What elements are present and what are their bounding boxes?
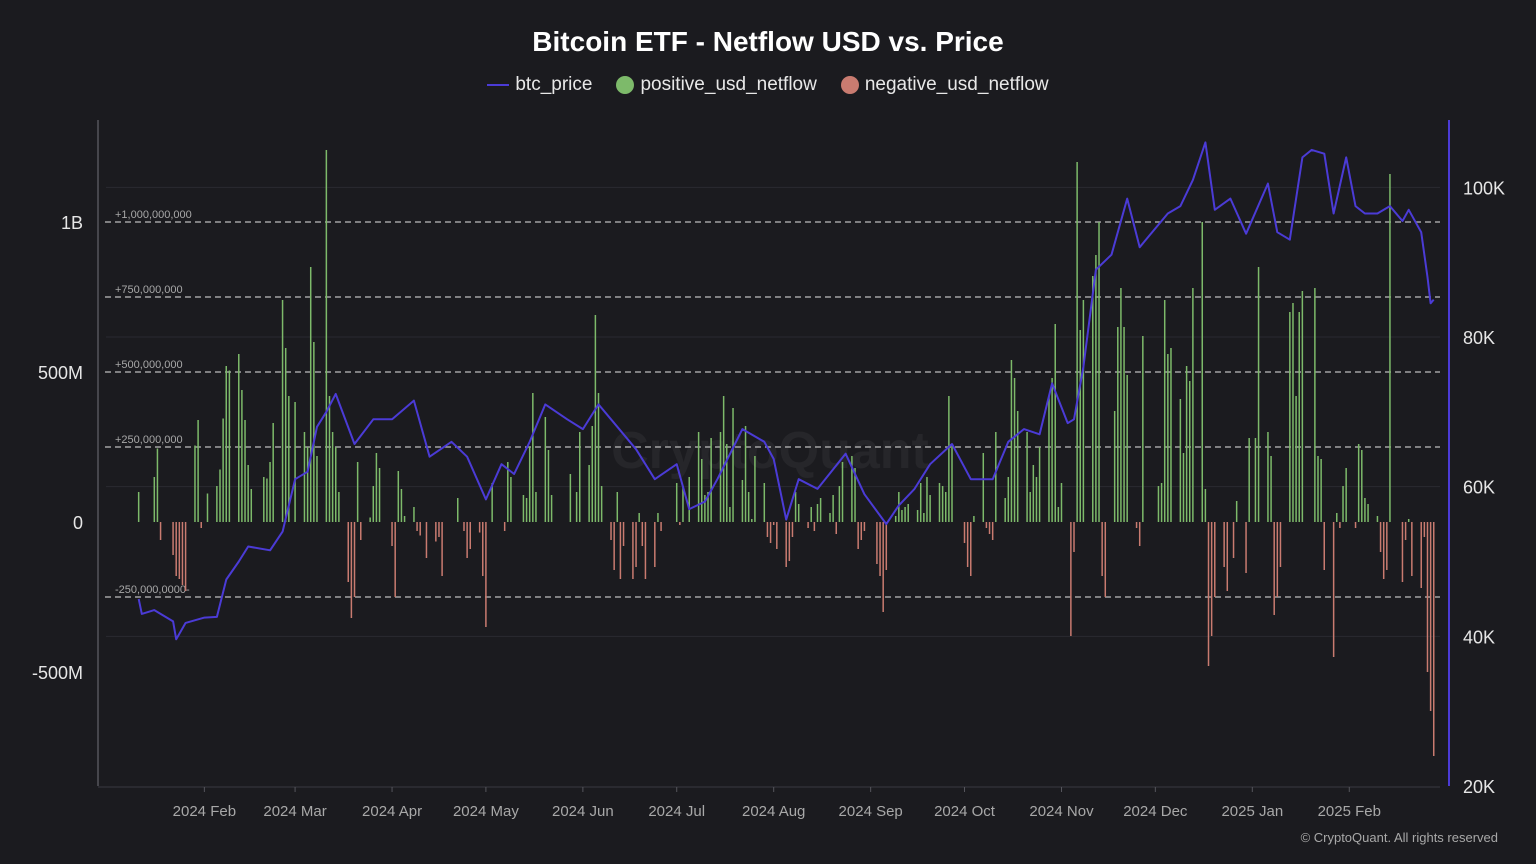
x-axis-tick-label: 2024 Apr [362,803,422,820]
right-axis-tick-label: 100K [1463,178,1505,198]
x-axis-tick-label: 2024 Aug [742,803,805,820]
left-axis-tick-label: 1B [61,213,83,233]
x-axis-tick-label: 2024 Jun [552,803,614,820]
left-axis-tick-label: 500M [38,363,83,383]
left-axis-tick-label: -500M [32,663,83,683]
legend-label: positive_usd_netflow [640,74,817,95]
right-axis-tick-label: 20K [1463,777,1495,797]
legend-item-btc-price[interactable]: btc_price [487,74,592,96]
dot-marker-icon [840,76,859,94]
legend-label: negative_usd_netflow [864,74,1049,95]
right-axis-tick-label: 60K [1463,478,1495,498]
copyright: © CryptoQuant. All rights reserved [1300,830,1498,845]
x-axis-tick-label: 2024 Oct [934,803,996,820]
x-axis-tick-label: 2025 Jan [1221,803,1283,820]
left-axis-tick-label: 0 [73,513,83,533]
x-axis-tick-label: 2024 Sep [839,803,903,820]
x-axis-tick-label: 2024 Nov [1029,803,1094,820]
x-axis-tick-label: 2024 Dec [1123,803,1188,820]
reference-line-label: +750,000,000 [115,284,183,296]
x-axis-tick-label: 2025 Feb [1318,803,1381,820]
x-axis-tick-label: 2024 Feb [173,803,236,820]
x-axis-tick-label: 2024 Jul [648,803,705,820]
right-axis-tick-label: 80K [1463,328,1495,348]
legend-item-positive-netflow[interactable]: positive_usd_netflow [616,74,817,96]
reference-line-label: +1,000,000,000 [115,209,192,221]
right-axis-tick-label: 40K [1463,627,1495,647]
btc-price-line [137,141,1435,641]
dot-marker-icon [616,76,635,94]
legend: btc_price positive_usd_netflow negative_… [0,74,1536,96]
reference-line-label: -250,000,0000- [115,584,190,596]
x-axis-tick-label: 2024 Mar [263,803,326,820]
reference-line-label: +250,000,000 [115,434,183,446]
legend-item-negative-netflow[interactable]: negative_usd_netflow [840,74,1049,96]
x-axis-tick-label: 2024 May [453,803,519,820]
legend-label: btc_price [515,74,593,95]
reference-line-label: +500,000,000 [115,359,183,371]
line-marker-icon [487,84,510,86]
chart-title: Bitcoin ETF - Netflow USD vs. Price [532,26,1004,57]
